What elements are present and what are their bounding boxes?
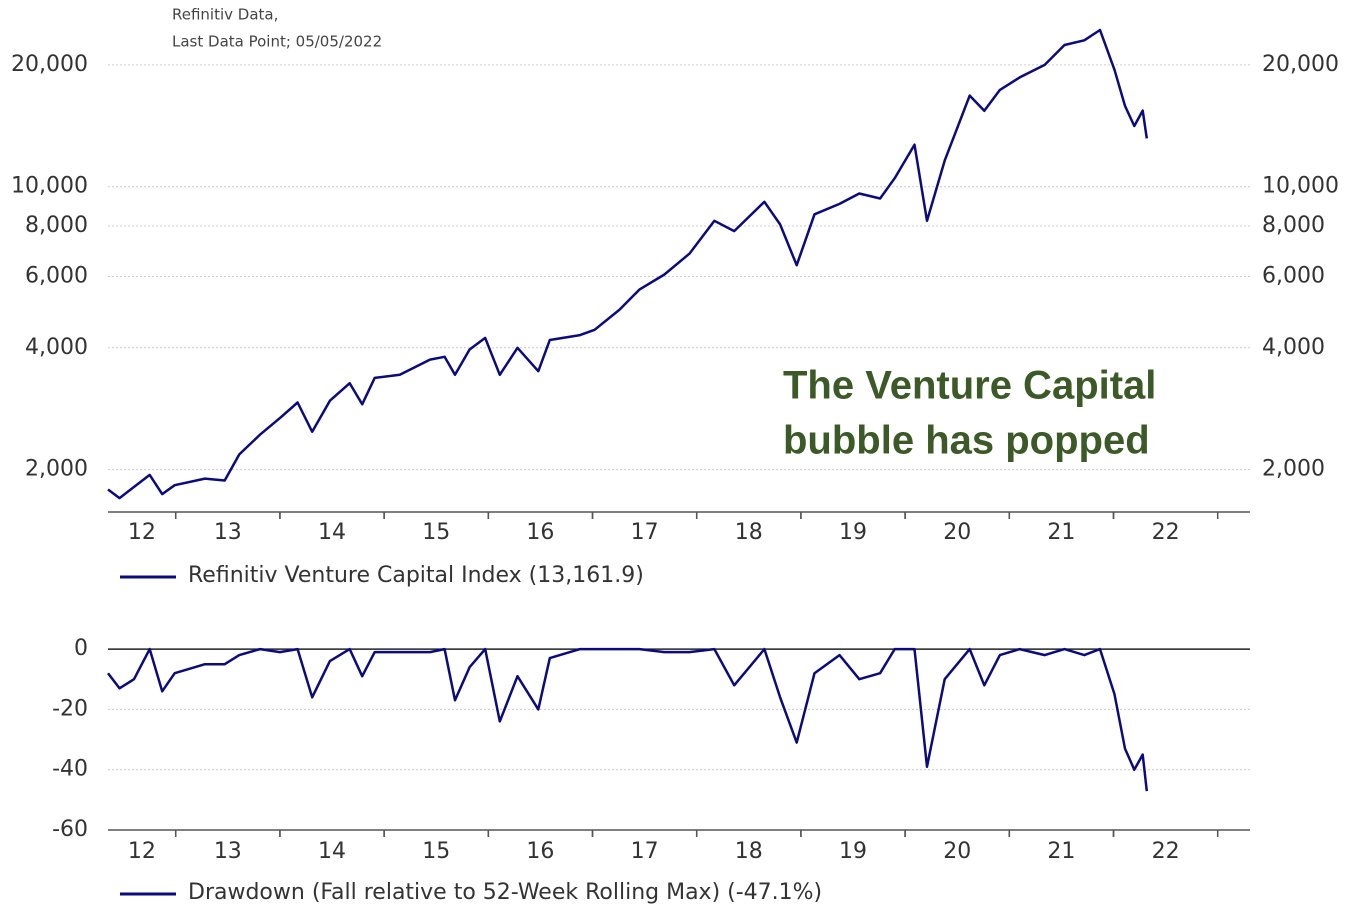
annotation: bubble has popped	[783, 419, 1150, 463]
x-tick-label: 16	[526, 520, 554, 545]
x-tick-label: 14	[318, 839, 346, 864]
source-note: Refinitiv Data,	[172, 6, 278, 24]
x-tick-label: 19	[839, 520, 867, 545]
legend-label: Refinitiv Venture Capital Index (13,161.…	[188, 563, 644, 588]
y-tick-label-right: 6,000	[1262, 264, 1325, 289]
series-line	[107, 28, 1149, 500]
x-tick-label: 18	[735, 839, 763, 864]
series-line	[107, 647, 1149, 792]
x-tick-label: 15	[422, 520, 450, 545]
y-tick-label: -40	[52, 757, 88, 782]
x-tick-label: 12	[128, 520, 156, 545]
x-tick-label: 17	[631, 839, 659, 864]
y-tick-label: -60	[52, 817, 88, 842]
x-tick-label: 17	[631, 520, 659, 545]
x-tick-label: 14	[318, 520, 346, 545]
y-tick-label-right: 8,000	[1262, 213, 1325, 238]
x-tick-label: 19	[839, 839, 867, 864]
x-tick-label: 16	[526, 839, 554, 864]
y-tick-label: 8,000	[25, 213, 88, 238]
x-tick-label: 13	[214, 520, 242, 545]
y-tick-label: 0	[74, 636, 88, 661]
x-tick-label: 18	[735, 520, 763, 545]
x-tick-label: 22	[1152, 520, 1180, 545]
y-tick-label: 4,000	[25, 335, 88, 360]
x-tick-label: 15	[422, 839, 450, 864]
legend-label: Drawdown (Fall relative to 52-Week Rolli…	[188, 880, 822, 905]
annotation: The Venture Capital	[783, 364, 1156, 408]
y-tick-label-right: 2,000	[1262, 457, 1325, 482]
x-tick-label: 20	[943, 520, 971, 545]
x-tick-label: 21	[1047, 520, 1075, 545]
x-tick-label: 22	[1152, 839, 1180, 864]
y-tick-label: 6,000	[25, 264, 88, 289]
source-note: Last Data Point; 05/05/2022	[172, 33, 382, 51]
x-tick-label: 13	[214, 839, 242, 864]
x-tick-label: 12	[128, 839, 156, 864]
y-tick-label-right: 10,000	[1262, 174, 1339, 199]
y-tick-label-right: 20,000	[1262, 52, 1339, 77]
y-tick-label: -20	[52, 696, 88, 721]
x-tick-label: 21	[1047, 839, 1075, 864]
y-tick-label-right: 4,000	[1262, 335, 1325, 360]
y-tick-label: 10,000	[11, 174, 88, 199]
y-tick-label: 2,000	[25, 457, 88, 482]
x-tick-label: 20	[943, 839, 971, 864]
y-tick-label: 20,000	[11, 52, 88, 77]
